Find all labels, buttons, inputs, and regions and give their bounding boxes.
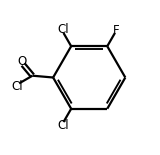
Text: O: O bbox=[18, 55, 27, 68]
Text: Cl: Cl bbox=[57, 23, 68, 36]
Text: Cl: Cl bbox=[57, 119, 68, 132]
Text: Cl: Cl bbox=[12, 80, 23, 93]
Text: F: F bbox=[113, 24, 120, 37]
